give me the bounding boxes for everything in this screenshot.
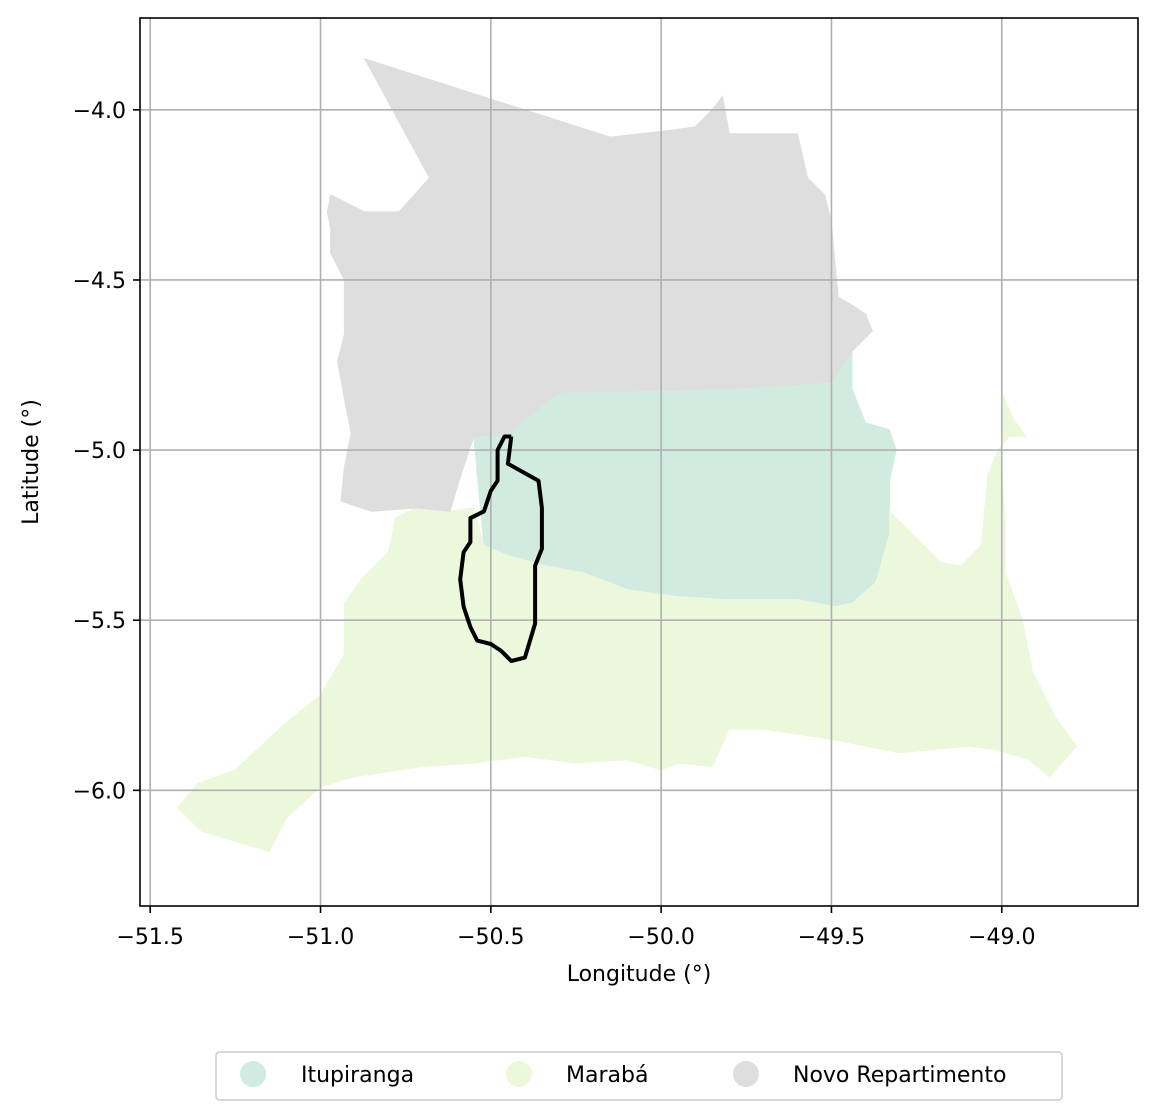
y-tick-label: −4.5 — [73, 269, 126, 294]
legend-label-itupiranga: Itupiranga — [301, 1063, 414, 1088]
legend-swatch-maraba — [506, 1061, 532, 1087]
x-tick-label: −51.5 — [117, 925, 184, 950]
legend-swatch-novo-repartimento — [733, 1061, 759, 1087]
x-tick-label: −50.5 — [457, 925, 524, 950]
plot-frame — [139, 17, 1139, 907]
region-maraba — [176, 392, 1078, 853]
x-tick-label: −49.0 — [968, 925, 1035, 950]
highlight-outline-layer — [458, 434, 544, 663]
grid-lines — [140, 18, 1138, 906]
legend-box — [215, 1051, 1063, 1101]
x-tick-label: −50.0 — [627, 925, 694, 950]
legend-swatch-itupiranga — [240, 1061, 266, 1087]
y-tick-label: −4.0 — [73, 99, 126, 124]
y-tick-label: −5.5 — [73, 609, 126, 634]
legend-label-novo-repartimento: Novo Repartimento — [793, 1063, 1006, 1088]
region-novo-repartimento — [326, 57, 873, 512]
y-tick-label: −6.0 — [73, 779, 126, 804]
regions-layer — [176, 57, 1078, 853]
y-axis-ticks: −4.0 −4.5 −5.0 −5.5 −6.0 — [73, 99, 140, 804]
legend-label-maraba: Marabá — [566, 1063, 648, 1088]
highlight-outline — [458, 434, 544, 663]
legend: Itupiranga Marabá Novo Repartimento — [215, 1051, 1063, 1101]
x-axis-ticks: −51.5 −51.0 −50.5 −50.0 −49.5 −49.0 — [117, 906, 1035, 950]
y-axis-label: Latitude (°) — [19, 399, 44, 525]
x-axis-label: Longitude (°) — [567, 962, 712, 987]
y-tick-label: −5.0 — [73, 439, 126, 464]
x-tick-label: −49.5 — [798, 925, 865, 950]
x-tick-label: −51.0 — [287, 925, 354, 950]
